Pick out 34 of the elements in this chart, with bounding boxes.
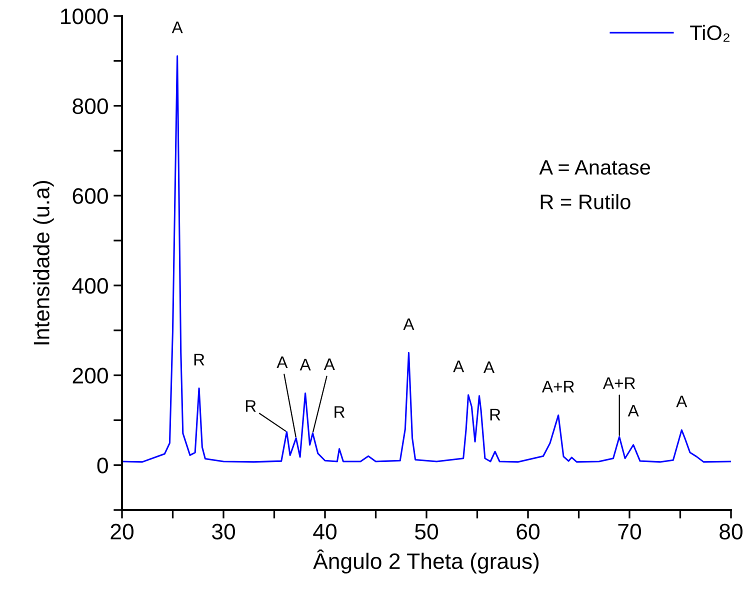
- y-axis-title: Intensidade (u.a): [33, 180, 54, 344]
- x-tick-label: 60: [516, 524, 540, 540]
- annotation: A: [453, 360, 464, 372]
- annotation: A: [403, 318, 414, 330]
- y-tick-label: 0: [97, 458, 108, 474]
- y-tick-label: 400: [72, 278, 108, 294]
- y-tick-label: 200: [72, 368, 108, 384]
- x-tick-label: 30: [212, 524, 235, 540]
- y-tick-label: 1000: [61, 8, 108, 24]
- annotation: A = Anatase: [539, 160, 650, 175]
- x-tick-label: 50: [415, 524, 438, 540]
- annotation: R: [194, 354, 204, 366]
- annotation: A+R: [602, 377, 636, 389]
- annotation: A: [172, 22, 183, 34]
- annotation: A: [676, 396, 688, 408]
- x-tick-label: 70: [618, 524, 641, 540]
- legend-label: TiO₂: [690, 24, 730, 42]
- annotation: R = Rutilo: [540, 194, 630, 210]
- y-tick-label: 800: [72, 98, 108, 114]
- line-series: [122, 55, 731, 463]
- annotation: R: [490, 408, 500, 420]
- annotation: R: [246, 400, 256, 412]
- x-tick-label: 20: [110, 524, 134, 540]
- annotation: A+R: [542, 380, 574, 392]
- annotation: A: [628, 404, 639, 416]
- x-axis-title: Ângulo 2 Theta (graus): [313, 549, 539, 574]
- annotation: R: [334, 406, 345, 418]
- annotation: A: [483, 362, 495, 374]
- x-tick-label: 80: [720, 524, 742, 540]
- x-tick-label: 40: [313, 524, 336, 540]
- annotation: A: [324, 358, 335, 370]
- annotation: A: [300, 358, 311, 370]
- annotation: A: [276, 356, 288, 368]
- y-tick-label: 600: [72, 188, 108, 204]
